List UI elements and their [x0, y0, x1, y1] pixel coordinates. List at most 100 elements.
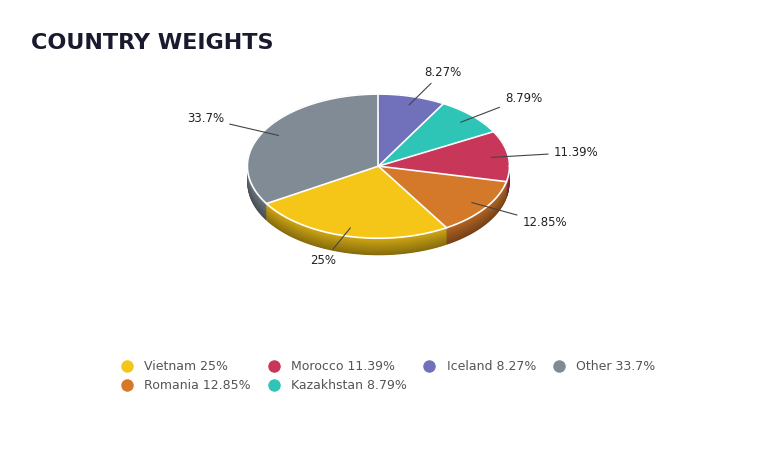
Polygon shape	[447, 182, 507, 237]
Polygon shape	[494, 132, 510, 188]
Polygon shape	[247, 94, 378, 210]
Polygon shape	[378, 94, 444, 107]
Polygon shape	[378, 94, 444, 166]
Polygon shape	[494, 132, 510, 194]
Polygon shape	[447, 182, 507, 233]
Polygon shape	[444, 104, 494, 140]
Polygon shape	[447, 182, 507, 241]
Polygon shape	[494, 132, 510, 187]
Polygon shape	[447, 182, 507, 240]
Polygon shape	[447, 182, 507, 243]
Polygon shape	[266, 204, 447, 246]
Polygon shape	[444, 104, 494, 143]
Polygon shape	[447, 182, 507, 236]
Polygon shape	[378, 94, 444, 114]
Polygon shape	[266, 166, 447, 238]
Polygon shape	[378, 94, 444, 112]
Polygon shape	[247, 94, 378, 213]
Polygon shape	[266, 204, 447, 247]
Polygon shape	[247, 94, 378, 210]
Polygon shape	[444, 104, 494, 144]
Polygon shape	[378, 94, 444, 120]
Polygon shape	[247, 94, 378, 219]
Polygon shape	[494, 132, 510, 196]
Polygon shape	[444, 104, 494, 137]
Polygon shape	[447, 182, 507, 244]
Polygon shape	[266, 204, 447, 251]
Polygon shape	[266, 204, 447, 250]
Polygon shape	[378, 94, 444, 105]
Polygon shape	[444, 104, 494, 146]
Polygon shape	[247, 94, 378, 213]
Polygon shape	[247, 94, 378, 204]
Polygon shape	[378, 94, 444, 108]
Polygon shape	[378, 132, 510, 182]
Polygon shape	[247, 94, 378, 204]
Polygon shape	[447, 182, 507, 229]
Polygon shape	[494, 132, 510, 195]
Polygon shape	[247, 94, 378, 207]
Polygon shape	[266, 204, 447, 253]
Polygon shape	[378, 94, 444, 104]
Polygon shape	[444, 104, 494, 132]
Polygon shape	[444, 104, 494, 145]
Polygon shape	[378, 94, 444, 110]
Polygon shape	[444, 104, 494, 134]
Polygon shape	[266, 204, 447, 239]
Polygon shape	[247, 94, 378, 205]
Polygon shape	[494, 132, 510, 197]
Polygon shape	[444, 104, 494, 133]
Polygon shape	[247, 94, 378, 210]
Polygon shape	[494, 132, 510, 198]
Polygon shape	[266, 204, 447, 239]
Polygon shape	[266, 204, 447, 240]
Polygon shape	[266, 204, 447, 254]
Polygon shape	[447, 182, 507, 240]
Polygon shape	[378, 94, 444, 116]
Polygon shape	[447, 182, 507, 235]
Polygon shape	[447, 182, 507, 239]
Polygon shape	[266, 204, 447, 247]
Polygon shape	[447, 182, 507, 244]
Polygon shape	[494, 132, 510, 183]
Polygon shape	[266, 204, 447, 250]
Polygon shape	[447, 182, 507, 235]
Polygon shape	[378, 94, 444, 114]
Polygon shape	[494, 132, 510, 192]
Polygon shape	[447, 182, 507, 238]
Polygon shape	[378, 94, 444, 113]
Polygon shape	[447, 182, 507, 242]
Polygon shape	[378, 94, 444, 118]
Polygon shape	[266, 204, 447, 241]
Polygon shape	[447, 182, 507, 243]
Polygon shape	[494, 132, 510, 187]
Polygon shape	[494, 132, 510, 196]
Polygon shape	[494, 132, 510, 189]
Polygon shape	[444, 104, 494, 146]
Polygon shape	[378, 94, 444, 110]
Polygon shape	[247, 94, 378, 220]
Polygon shape	[266, 204, 447, 242]
Polygon shape	[494, 132, 510, 190]
Polygon shape	[447, 182, 507, 234]
Polygon shape	[247, 94, 378, 211]
Polygon shape	[378, 166, 507, 228]
Polygon shape	[444, 104, 494, 144]
Polygon shape	[266, 204, 447, 246]
Polygon shape	[266, 204, 447, 244]
Polygon shape	[444, 104, 494, 141]
Polygon shape	[266, 204, 447, 255]
Polygon shape	[494, 132, 510, 190]
Polygon shape	[247, 94, 378, 214]
Polygon shape	[494, 132, 510, 195]
Polygon shape	[494, 132, 510, 182]
Polygon shape	[447, 182, 507, 232]
Polygon shape	[494, 132, 510, 186]
Polygon shape	[494, 132, 510, 192]
Polygon shape	[444, 104, 494, 136]
Polygon shape	[447, 182, 507, 245]
Polygon shape	[266, 204, 447, 243]
Polygon shape	[247, 94, 378, 211]
Polygon shape	[266, 204, 447, 240]
Polygon shape	[444, 104, 494, 141]
